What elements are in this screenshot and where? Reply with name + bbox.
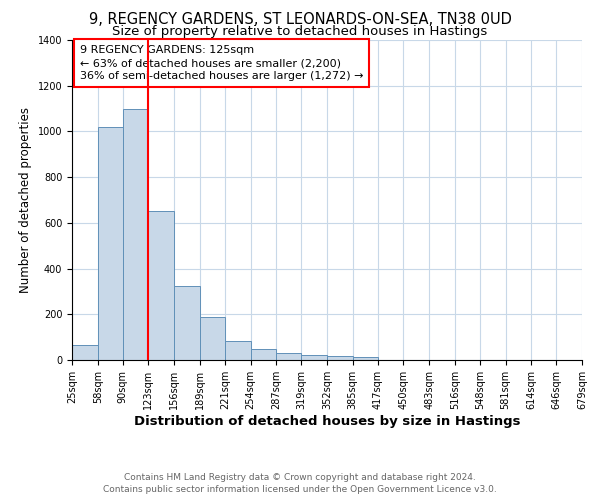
Bar — [72, 345, 98, 360]
X-axis label: Distribution of detached houses by size in Hastings: Distribution of detached houses by size … — [134, 414, 520, 428]
Text: Size of property relative to detached houses in Hastings: Size of property relative to detached ho… — [112, 25, 488, 38]
Bar — [174, 286, 200, 360]
Text: 9, REGENCY GARDENS, ST LEONARDS-ON-SEA, TN38 0UD: 9, REGENCY GARDENS, ST LEONARDS-ON-SEA, … — [89, 12, 511, 28]
Bar — [251, 350, 277, 360]
Bar — [122, 108, 148, 360]
Bar — [277, 353, 301, 360]
Y-axis label: Number of detached properties: Number of detached properties — [19, 107, 32, 293]
Bar — [225, 340, 251, 360]
Bar — [98, 127, 122, 360]
Bar — [148, 212, 174, 360]
Text: 9 REGENCY GARDENS: 125sqm
← 63% of detached houses are smaller (2,200)
36% of se: 9 REGENCY GARDENS: 125sqm ← 63% of detac… — [80, 45, 363, 81]
Bar — [353, 358, 377, 360]
Text: Contains HM Land Registry data © Crown copyright and database right 2024.
Contai: Contains HM Land Registry data © Crown c… — [103, 473, 497, 494]
Bar — [327, 356, 353, 360]
Bar — [301, 355, 327, 360]
Bar — [200, 316, 225, 360]
